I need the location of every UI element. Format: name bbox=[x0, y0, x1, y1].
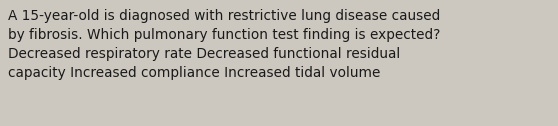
Text: A 15-year-old is diagnosed with restrictive lung disease caused
by fibrosis. Whi: A 15-year-old is diagnosed with restrict… bbox=[8, 9, 441, 80]
